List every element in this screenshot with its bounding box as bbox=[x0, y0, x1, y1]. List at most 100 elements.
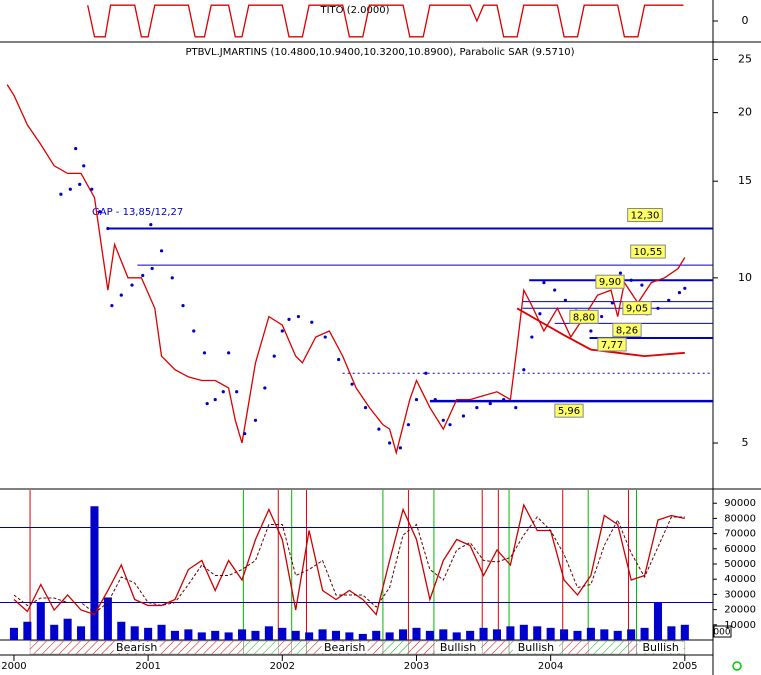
signal-region bbox=[408, 640, 435, 655]
level-label: 8,80 bbox=[573, 312, 595, 323]
sar-dot bbox=[323, 335, 327, 339]
volume-bar bbox=[117, 621, 126, 640]
volume-bar bbox=[36, 602, 45, 640]
volume-bar bbox=[399, 629, 408, 640]
level-label: 7,77 bbox=[601, 340, 623, 351]
volume-bar bbox=[224, 632, 233, 640]
volume-bar bbox=[170, 630, 179, 640]
region-label: Bullish bbox=[440, 641, 476, 654]
volume-bar bbox=[291, 630, 300, 640]
sar-dot bbox=[433, 397, 437, 402]
y-tick-label: 20000 bbox=[724, 605, 756, 616]
level-label-box bbox=[569, 309, 599, 324]
sar-dot bbox=[310, 320, 314, 324]
sar-dot bbox=[448, 423, 452, 427]
volume-bar bbox=[144, 627, 153, 640]
sar-dot bbox=[149, 223, 153, 227]
sar-dot bbox=[610, 301, 614, 305]
sar-dot bbox=[296, 314, 301, 319]
sar-dot bbox=[235, 390, 239, 394]
region-label-bg bbox=[512, 642, 559, 653]
volume-bar bbox=[479, 627, 488, 640]
sar-dot bbox=[253, 418, 258, 422]
volume-bar bbox=[238, 629, 247, 640]
volume-bar bbox=[184, 629, 193, 640]
sar-dot bbox=[553, 288, 557, 292]
sar-dot bbox=[350, 382, 354, 386]
level-label-box bbox=[630, 244, 666, 259]
signal-region bbox=[382, 640, 409, 655]
volume-bar bbox=[251, 630, 260, 640]
sar-dot bbox=[287, 317, 291, 321]
volume-bar bbox=[439, 629, 448, 640]
x-tick-label: 2002 bbox=[270, 661, 295, 672]
x-tick-label: 2001 bbox=[135, 661, 160, 672]
sar-dot bbox=[618, 271, 623, 275]
level-label-box bbox=[597, 337, 627, 352]
sar-dot bbox=[640, 283, 644, 287]
y-tick-label: 10000 bbox=[724, 620, 756, 631]
signal-region bbox=[481, 640, 510, 655]
volume-bar bbox=[586, 627, 595, 640]
volume-bar bbox=[506, 626, 515, 640]
volume-bar bbox=[492, 629, 502, 640]
sar-dot bbox=[377, 427, 381, 431]
level-label: 5,96 bbox=[558, 406, 580, 417]
moving-average bbox=[516, 307, 685, 358]
y-tick-label: 5 bbox=[742, 436, 749, 449]
y-tick-label: 80000 bbox=[724, 513, 756, 524]
volume-bar bbox=[372, 630, 381, 640]
volume-bar bbox=[533, 626, 542, 640]
y-tick-label: 15 bbox=[738, 174, 752, 187]
volume-bar bbox=[640, 627, 649, 640]
volume-bar bbox=[412, 627, 421, 640]
sar-dot bbox=[406, 423, 411, 427]
sar-dot bbox=[683, 286, 687, 290]
sar-dot bbox=[667, 298, 671, 302]
x-tick-label: 2005 bbox=[672, 661, 697, 672]
sar-dot bbox=[150, 266, 154, 271]
sar-dot bbox=[461, 414, 466, 418]
volume-bar bbox=[305, 632, 314, 640]
indicator-title: TITO (2.0000) bbox=[319, 5, 389, 16]
signal-region bbox=[587, 640, 629, 655]
region-label: Bearish bbox=[324, 641, 365, 654]
sar-dot bbox=[398, 446, 402, 450]
level-label: 9,05 bbox=[626, 304, 648, 315]
volume-bar bbox=[90, 506, 99, 640]
sar-dot bbox=[192, 329, 196, 333]
volume-bar bbox=[331, 630, 340, 640]
annotation: GAP - 13,85/12,27 bbox=[92, 207, 183, 218]
volume-bar bbox=[197, 632, 206, 640]
level-label-box bbox=[612, 322, 642, 337]
y-tick-label: 50000 bbox=[724, 559, 756, 570]
sar-dot bbox=[74, 146, 78, 151]
sar-dot bbox=[170, 276, 174, 280]
chart-title: PTBVL.JMARTINS (10.4800,10.9400,10.3200,… bbox=[185, 47, 574, 58]
sar-dot bbox=[243, 432, 247, 436]
level-label-box bbox=[554, 403, 584, 418]
sar-dot bbox=[221, 390, 225, 394]
level-label-box bbox=[622, 301, 652, 316]
sar-dot bbox=[98, 210, 102, 214]
region-label-bg bbox=[637, 642, 684, 653]
sar-dot bbox=[68, 187, 72, 191]
volume-bar bbox=[9, 627, 18, 640]
sar-dot bbox=[502, 397, 506, 402]
sar-dot bbox=[414, 397, 419, 402]
sar-dot bbox=[263, 386, 267, 390]
sar-dot bbox=[629, 278, 633, 282]
y-tick-label: 25 bbox=[738, 52, 752, 65]
level-label-box bbox=[595, 274, 625, 289]
sar-dot bbox=[119, 293, 123, 297]
oscillator-line bbox=[13, 503, 685, 616]
volume-bar bbox=[264, 626, 273, 640]
level-label: 8,26 bbox=[616, 325, 638, 336]
volume-bar bbox=[600, 629, 609, 640]
price-line bbox=[6, 84, 686, 456]
unit-box bbox=[713, 625, 732, 638]
indicator-line bbox=[87, 4, 684, 38]
volume-bar bbox=[613, 630, 622, 640]
y-tick-label: 20 bbox=[738, 106, 752, 119]
sar-dot bbox=[514, 406, 518, 410]
